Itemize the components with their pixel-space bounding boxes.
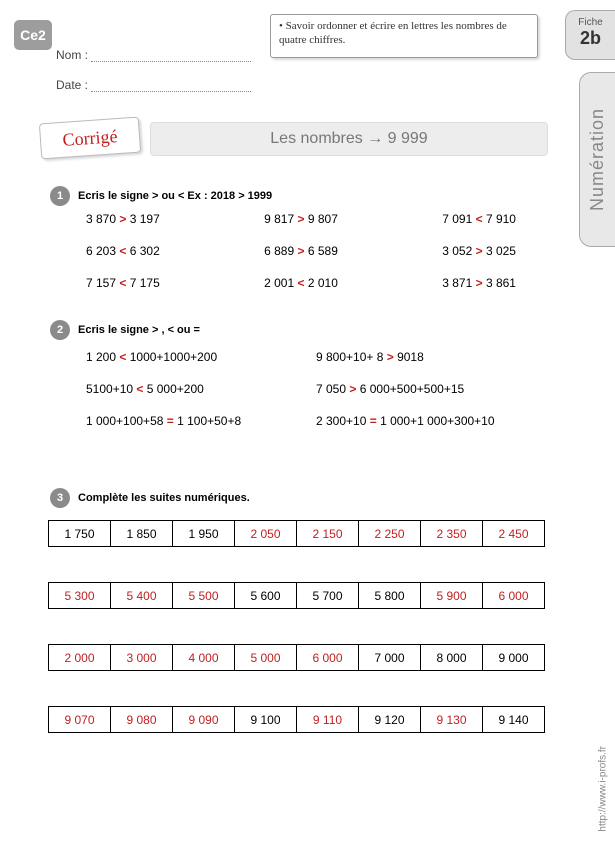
ex2-cell: 1 200 < 1000+1000+200	[86, 350, 316, 364]
ex1-cell: 9 817 > 9 807	[264, 212, 338, 226]
ex1-cell: 2 001 < 2 010	[264, 276, 338, 290]
sequence-cell: 1 850	[111, 521, 173, 547]
sequence-cell: 9 140	[483, 707, 545, 733]
ex1-cell: 3 870 > 3 197	[86, 212, 160, 226]
ex2-title: Ecris le signe > , < ou =	[78, 324, 200, 336]
sequence-table: 2 0003 0004 0005 0006 0007 0008 0009 000	[48, 644, 545, 671]
sequence-cell: 9 130	[421, 707, 483, 733]
ex1-rows: 3 870 > 3 197 9 817 > 9 807 7 091 < 7 910 6…	[86, 212, 516, 308]
sequence-cell: 9 100	[235, 707, 297, 733]
side-tab: Numération	[579, 72, 615, 247]
sequence-cell: 9 000	[483, 645, 545, 671]
ex2-cell: 2 300+10 = 1 000+1 000+300+10	[316, 414, 546, 428]
sequence-cell: 7 000	[359, 645, 421, 671]
sequence-cell: 2 250	[359, 521, 421, 547]
ex1-cell: 7 091 < 7 910	[442, 212, 516, 226]
nom-line	[91, 52, 251, 62]
sequence-cell: 9 090	[173, 707, 235, 733]
date-field: Date :	[56, 78, 251, 92]
objective-box: • Savoir ordonner et écrire en lettres l…	[270, 14, 538, 58]
source-url: http://www.i-profs.fr	[598, 746, 609, 832]
sequence-cell: 9 080	[111, 707, 173, 733]
ex1-cell: 7 157 < 7 175	[86, 276, 160, 290]
ex1-cell: 3 871 > 3 861	[442, 276, 516, 290]
ex1-cell: 6 203 < 6 302	[86, 244, 160, 258]
sequence-cell: 5 800	[359, 583, 421, 609]
sequence-cell: 6 000	[297, 645, 359, 671]
ex1-heading: 1 Ecris le signe > ou < Ex : 2018 > 1999	[50, 186, 272, 206]
sequence-cell: 5 600	[235, 583, 297, 609]
date-label: Date :	[56, 78, 88, 92]
ex2-cell: 5100+10 < 5 000+200	[86, 382, 316, 396]
ex2-cell: 1 000+100+58 = 1 100+50+8	[86, 414, 316, 428]
sequence-cell: 9 070	[49, 707, 111, 733]
fiche-tab: Fiche 2b	[565, 10, 615, 60]
sequence-cell: 4 000	[173, 645, 235, 671]
ex3-heading: 3 Complète les suites numériques.	[50, 488, 250, 508]
ex2-cell: 9 800+10+ 8 > 9018	[316, 350, 546, 364]
sequence-cell: 5 400	[111, 583, 173, 609]
ex2-cell: 7 050 > 6 000+500+500+15	[316, 382, 546, 396]
sequence-cell: 5 000	[235, 645, 297, 671]
ex2-heading: 2 Ecris le signe > , < ou =	[50, 320, 200, 340]
sequence-cell: 5 700	[297, 583, 359, 609]
fiche-code: 2b	[566, 28, 615, 49]
corrige-stamp: Corrigé	[39, 117, 141, 160]
sequence-cell: 2 000	[49, 645, 111, 671]
ex1-cell: 3 052 > 3 025	[442, 244, 516, 258]
sequence-cell: 2 150	[297, 521, 359, 547]
ex3-number: 3	[50, 488, 70, 508]
ex3-title: Complète les suites numériques.	[78, 492, 250, 504]
sequence-table: 5 3005 4005 5005 6005 7005 8005 9006 000	[48, 582, 545, 609]
date-line	[91, 82, 251, 92]
nom-field: Nom :	[56, 48, 251, 62]
sequence-cell: 1 950	[173, 521, 235, 547]
side-tab-text: Numération	[587, 108, 608, 211]
sequence-cell: 3 000	[111, 645, 173, 671]
ex1-cell: 6 889 > 6 589	[264, 244, 338, 258]
ex2-rows: 1 200 < 1000+1000+2009 800+10+ 8 > 9018 5…	[86, 350, 546, 446]
grade-badge: Ce2	[14, 20, 52, 50]
ex2-number: 2	[50, 320, 70, 340]
sequence-cell: 6 000	[483, 583, 545, 609]
sequence-cell: 8 000	[421, 645, 483, 671]
sequence-cell: 2 050	[235, 521, 297, 547]
title-bar: Les nombres → 9 999	[150, 122, 548, 156]
sequence-cell: 2 450	[483, 521, 545, 547]
sequence-cell: 9 120	[359, 707, 421, 733]
sequence-table: 9 0709 0809 0909 1009 1109 1209 1309 140	[48, 706, 545, 733]
sequence-table: 1 7501 8501 9502 0502 1502 2502 3502 450	[48, 520, 545, 547]
sequence-cell: 5 500	[173, 583, 235, 609]
sequence-cell: 2 350	[421, 521, 483, 547]
sequence-cell: 1 750	[49, 521, 111, 547]
sequence-cell: 5 300	[49, 583, 111, 609]
sequence-cell: 9 110	[297, 707, 359, 733]
ex1-number: 1	[50, 186, 70, 206]
nom-label: Nom :	[56, 48, 88, 62]
fiche-label: Fiche	[566, 17, 615, 28]
ex1-title: Ecris le signe > ou < Ex : 2018 > 1999	[78, 190, 272, 202]
sequence-cell: 5 900	[421, 583, 483, 609]
